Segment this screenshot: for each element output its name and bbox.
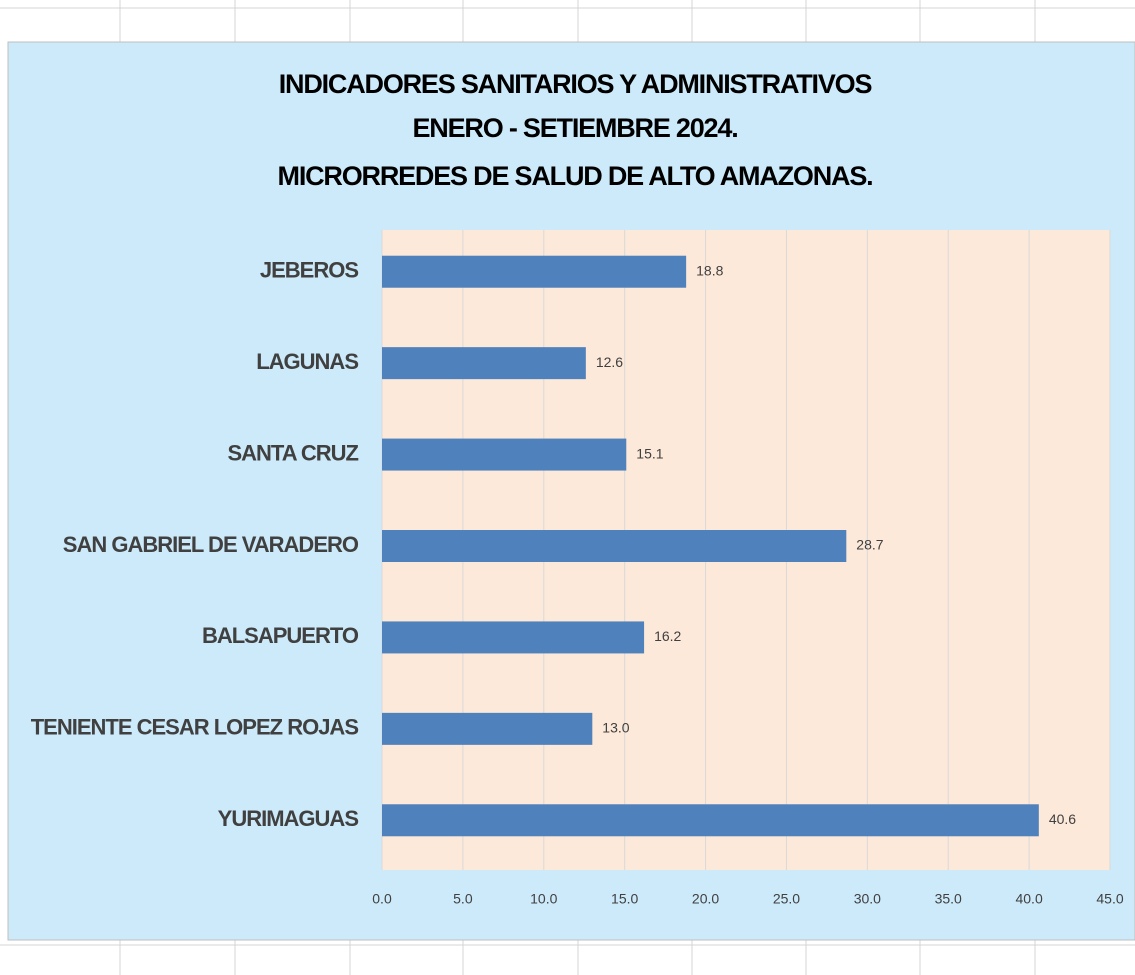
y-tick-label: TENIENTE CESAR LOPEZ ROJAS — [31, 715, 359, 740]
plot: 0.0 5.0 10.0 15.0 20.0 25.0 30.0 35.0 40.0 45.0 JE… — [31, 230, 1124, 907]
x-tick-label: 40.0 — [1015, 891, 1042, 907]
y-tick-label: LAGUNAS — [256, 349, 358, 374]
y-tick-label: YURIMAGUAS — [218, 806, 359, 831]
y-tick-label: SANTA CRUZ — [227, 440, 358, 465]
x-tick-label: 15.0 — [611, 891, 638, 907]
bar — [382, 621, 645, 654]
x-tick-label: 45.0 — [1096, 891, 1123, 907]
data-label: 13.0 — [602, 720, 629, 736]
y-tick-label: JEBEROS — [260, 258, 358, 283]
bar — [382, 530, 847, 562]
data-label: 15.1 — [636, 445, 663, 461]
x-tick-label: 25.0 — [773, 891, 800, 907]
chart-title: MICRORREDES DE SALUD DE ALTO AMAZONAS. — [278, 161, 873, 191]
bar — [382, 804, 1039, 837]
data-label: 16.2 — [654, 628, 681, 644]
data-label: 40.6 — [1049, 811, 1076, 827]
x-tick-label: 30.0 — [854, 891, 881, 907]
x-tick-label: 0.0 — [372, 891, 392, 907]
x-tick-label: 20.0 — [692, 891, 719, 907]
chart-title: ENERO - SETIEMBRE 2024. — [413, 113, 738, 143]
x-tick-label: 10.0 — [530, 891, 557, 907]
bar — [382, 712, 593, 745]
data-label: 18.8 — [696, 262, 723, 278]
data-label: 12.6 — [596, 354, 623, 370]
data-label: 28.7 — [856, 537, 883, 553]
y-tick-label: SAN GABRIEL DE VARADERO — [63, 532, 359, 557]
x-tick-label: 5.0 — [453, 891, 473, 907]
x-tick-label: 35.0 — [935, 891, 962, 907]
bar — [382, 255, 687, 288]
bar — [382, 347, 586, 380]
y-tick-label: BALSAPUERTO — [202, 623, 359, 648]
bar — [382, 438, 627, 471]
chart-title: INDICADORES SANITARIOS Y ADMINISTRATIVOS — [279, 69, 872, 99]
